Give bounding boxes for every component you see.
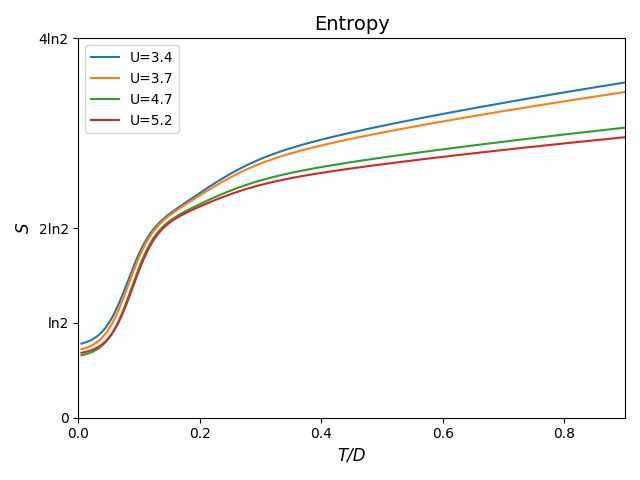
U=5.2 [440,154,448,159]
U=3.7 [487,110,495,116]
U=4.7 [323,163,331,169]
U=3.4 [174,205,182,211]
Line: U=4.7: U=4.7 [81,128,625,355]
U=4.7 [398,152,406,158]
U=3.4 [218,176,225,182]
U=3.4 [440,111,448,117]
Line: U=3.7: U=3.7 [81,92,625,349]
Legend: U=3.4, U=3.7, U=4.7, U=5.2: U=3.4, U=3.7, U=4.7, U=5.2 [85,45,179,133]
U=5.2 [398,159,406,165]
U=3.4 [323,135,331,141]
U=4.7 [487,140,495,146]
U=5.2 [487,148,495,154]
U=3.7 [174,207,182,213]
X-axis label: T/D: T/D [337,447,366,465]
U=3.7 [398,126,406,132]
U=3.7 [77,347,85,352]
U=5.2 [621,134,629,140]
U=3.4 [77,341,85,347]
U=3.4 [621,80,629,85]
U=5.2 [77,350,85,356]
U=5.2 [174,215,182,220]
U=5.2 [323,169,331,175]
U=4.7 [440,146,448,152]
Title: Entropy: Entropy [314,15,390,34]
U=3.7 [323,141,331,147]
U=4.7 [174,213,182,218]
U=4.7 [218,192,225,197]
Line: U=3.4: U=3.4 [81,83,625,344]
U=4.7 [77,352,85,358]
U=3.4 [487,102,495,108]
U=5.2 [218,195,225,201]
U=3.7 [621,89,629,95]
Line: U=5.2: U=5.2 [81,137,625,353]
U=3.7 [218,180,225,185]
Y-axis label: S: S [15,223,33,233]
U=3.7 [440,118,448,124]
U=4.7 [621,125,629,131]
U=3.4 [398,119,406,125]
